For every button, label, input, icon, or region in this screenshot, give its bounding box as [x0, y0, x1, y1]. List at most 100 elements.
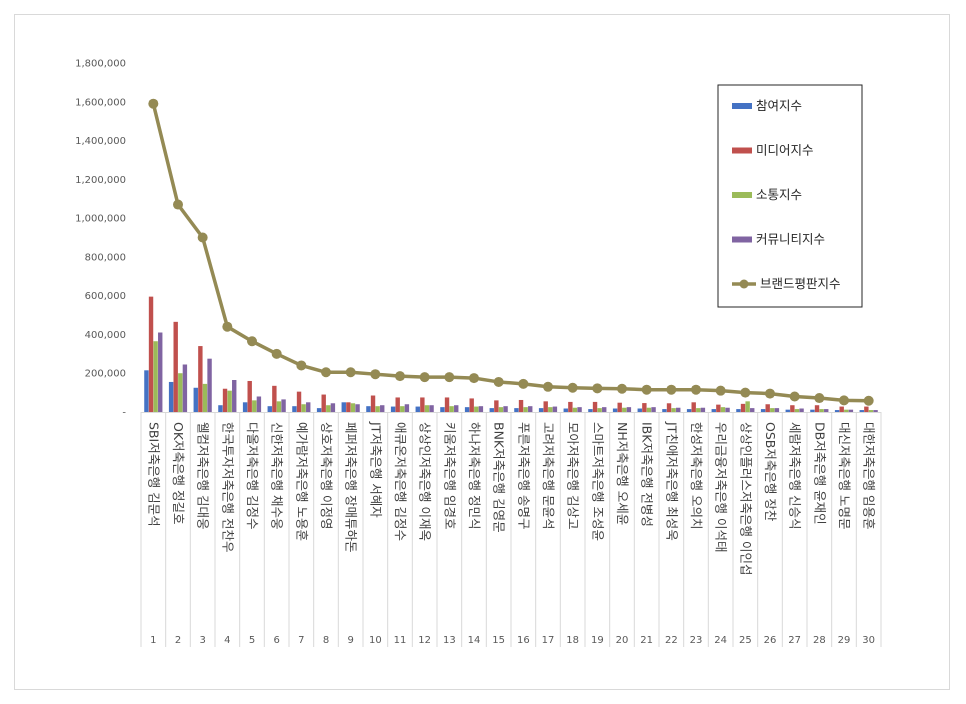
y-tick-label: 1,800,000: [75, 59, 126, 70]
brand-reputation-point: [395, 371, 405, 382]
legend-swatch: [732, 103, 752, 109]
x-category-label: 푸른저축은행 송명구: [516, 422, 531, 529]
bar-4: [454, 405, 459, 412]
bar-4: [750, 408, 755, 412]
y-tick-label: 1,000,000: [75, 214, 126, 225]
bar-1: [489, 408, 494, 412]
bar-4: [577, 407, 582, 412]
brand-reputation-point: [419, 372, 430, 383]
rank-label: 5: [249, 635, 255, 646]
brand-reputation-point: [444, 372, 455, 383]
bar-4: [602, 407, 607, 412]
x-category-label: OSB저축은행 장찬: [763, 422, 778, 522]
brand-reputation-point: [814, 393, 825, 404]
brand-reputation-point: [469, 373, 479, 384]
bar-1: [168, 381, 174, 412]
bar-1: [415, 406, 420, 412]
x-category-label: 상상인저축은행 이재옥: [418, 422, 433, 541]
bar-2: [839, 406, 844, 412]
bar-2: [494, 400, 499, 412]
bar-2: [173, 321, 178, 412]
bar-1: [193, 387, 198, 412]
bar-3: [622, 407, 627, 412]
x-category-label: 상호저축은행 이정영: [319, 422, 334, 529]
bar-2: [691, 402, 696, 412]
legend-swatch: [732, 147, 752, 154]
bar-4: [207, 358, 212, 412]
x-category-label: IBK저축은행 전병성: [640, 422, 655, 527]
rank-label: 23: [690, 635, 703, 646]
bar-3: [696, 408, 701, 412]
y-tick-label: -: [122, 408, 126, 419]
rank-label: 13: [443, 635, 456, 646]
bar-1: [637, 408, 642, 412]
y-axis: 1,800,000 1,600,000 1,400,000 1,200,000 1,00…: [75, 59, 126, 419]
bar-3: [252, 400, 257, 412]
bar-2: [568, 401, 573, 412]
bar-1: [760, 409, 766, 412]
bar-1: [538, 408, 544, 412]
rank-label: 7: [298, 635, 304, 646]
legend-label: 미디어지수: [756, 143, 814, 158]
x-category-label: BNK저축은행 김영문: [492, 422, 507, 533]
y-tick-label: 200,000: [85, 369, 126, 380]
bar-3: [548, 407, 553, 412]
bar-3: [153, 341, 158, 412]
brand-reputation-point: [493, 376, 504, 387]
bar-2: [346, 402, 351, 412]
rank-label: 9: [347, 635, 353, 646]
bar-2: [198, 346, 203, 412]
bar-1: [785, 409, 790, 412]
legend-label: 브랜드평판지수: [760, 276, 841, 291]
rank-label: 3: [199, 635, 205, 646]
brand-reputation-point: [765, 388, 775, 399]
bar-3: [449, 406, 454, 412]
legend-label: 커뮤니티지수: [756, 232, 825, 247]
bar-1: [514, 408, 519, 412]
bar-3: [301, 404, 306, 412]
bar-1: [292, 406, 297, 412]
bar-3: [671, 408, 676, 412]
bar-2: [617, 402, 622, 412]
bar-2: [790, 405, 795, 412]
bar-1: [316, 408, 322, 412]
bar-3: [770, 408, 775, 412]
bar-4: [626, 407, 632, 412]
x-category-label: OK저축은행 정길호: [171, 422, 186, 525]
bar-3: [597, 408, 602, 412]
legend-swatch-marker: [739, 279, 749, 289]
chart-canvas: 1,800,000 1,600,000 1,400,000 1,200,000 1,00…: [75, 59, 882, 647]
bar-2: [864, 406, 869, 412]
line-series-group: [148, 98, 874, 406]
bar-3: [326, 405, 331, 412]
brand-reputation-point: [247, 336, 257, 347]
bar-1: [440, 407, 445, 412]
bar-1: [390, 406, 396, 412]
bar-4: [182, 364, 188, 412]
bar-3: [400, 406, 405, 412]
bar-4: [774, 408, 780, 412]
brand-reputation-point: [518, 378, 529, 389]
x-axis: SBI저축은행 김문석 1 OK저축은행 정길호 2 웰컴저축은행 김대웅 3 한국투자저축…: [140, 412, 882, 647]
bar-4: [256, 396, 262, 412]
bar-2: [666, 403, 672, 412]
legend-swatch: [732, 236, 752, 243]
y-tick-label: 400,000: [85, 330, 126, 341]
rank-label: 30: [862, 635, 875, 646]
x-category-label: 대신저축은행 노명문: [837, 422, 852, 529]
bar-4: [429, 405, 434, 412]
x-category-label: 대한저축은행 임용훈: [862, 422, 877, 529]
brand-reputation-point: [789, 391, 800, 402]
bar-1: [686, 409, 692, 412]
rank-label: 4: [224, 635, 230, 646]
bar-2: [395, 397, 400, 412]
bar-1: [834, 410, 840, 412]
legend-label: 참여지수: [756, 98, 802, 113]
bar-3: [227, 390, 232, 412]
bar-4: [158, 332, 163, 412]
bar-2: [296, 391, 302, 412]
chart-frame: 1,800,000 1,600,000 1,400,000 1,200,000 1,00…: [14, 14, 950, 690]
x-category-label: SBI저축은행 김문석: [146, 422, 161, 527]
rank-label: 1: [150, 635, 156, 646]
brand-reputation-point: [641, 384, 652, 395]
